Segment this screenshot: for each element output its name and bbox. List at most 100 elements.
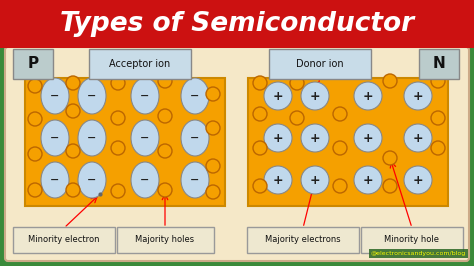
Circle shape xyxy=(354,124,382,152)
Circle shape xyxy=(264,82,292,110)
Text: +: + xyxy=(363,89,374,102)
Ellipse shape xyxy=(41,162,69,198)
FancyBboxPatch shape xyxy=(361,227,463,253)
Ellipse shape xyxy=(131,78,159,114)
Ellipse shape xyxy=(78,162,106,198)
Circle shape xyxy=(333,107,347,121)
FancyBboxPatch shape xyxy=(13,227,115,253)
Circle shape xyxy=(354,82,382,110)
Circle shape xyxy=(66,76,80,90)
Ellipse shape xyxy=(181,78,209,114)
Text: +: + xyxy=(413,173,423,186)
Text: −: − xyxy=(87,133,97,143)
Circle shape xyxy=(290,111,304,125)
Text: −: − xyxy=(191,175,200,185)
Text: +: + xyxy=(363,173,374,186)
Text: Minority electron: Minority electron xyxy=(28,235,100,244)
Text: Types of Semiconductor: Types of Semiconductor xyxy=(60,11,414,37)
Circle shape xyxy=(253,141,267,155)
Circle shape xyxy=(301,166,329,194)
Ellipse shape xyxy=(78,120,106,156)
Circle shape xyxy=(206,87,220,101)
Bar xyxy=(25,78,225,206)
Text: +: + xyxy=(413,131,423,144)
Text: +: + xyxy=(310,89,320,102)
Circle shape xyxy=(301,82,329,110)
Circle shape xyxy=(253,76,267,90)
Text: −: − xyxy=(140,175,150,185)
Circle shape xyxy=(206,185,220,199)
FancyBboxPatch shape xyxy=(247,227,359,253)
Circle shape xyxy=(111,76,125,90)
Circle shape xyxy=(404,124,432,152)
Ellipse shape xyxy=(181,120,209,156)
Text: N: N xyxy=(433,56,446,72)
Circle shape xyxy=(383,151,397,165)
Text: −: − xyxy=(140,133,150,143)
Circle shape xyxy=(66,183,80,197)
FancyBboxPatch shape xyxy=(5,47,469,261)
Bar xyxy=(0,0,474,48)
Circle shape xyxy=(333,179,347,193)
Text: −: − xyxy=(191,133,200,143)
FancyBboxPatch shape xyxy=(89,49,191,79)
Text: −: − xyxy=(140,91,150,101)
Circle shape xyxy=(158,74,172,88)
Text: Donor ion: Donor ion xyxy=(296,59,344,69)
Circle shape xyxy=(206,159,220,173)
Circle shape xyxy=(28,183,42,197)
Circle shape xyxy=(264,166,292,194)
Text: −: − xyxy=(50,133,60,143)
Ellipse shape xyxy=(41,78,69,114)
Text: @electronicsandyou.com/blog: @electronicsandyou.com/blog xyxy=(371,251,466,256)
Circle shape xyxy=(28,79,42,93)
Text: +: + xyxy=(273,173,283,186)
Circle shape xyxy=(111,141,125,155)
Circle shape xyxy=(290,76,304,90)
Circle shape xyxy=(354,166,382,194)
Text: −: − xyxy=(50,91,60,101)
Text: Acceptor ion: Acceptor ion xyxy=(109,59,171,69)
Text: −: − xyxy=(50,175,60,185)
Text: −: − xyxy=(87,91,97,101)
Circle shape xyxy=(28,147,42,161)
Text: −: − xyxy=(191,91,200,101)
Circle shape xyxy=(253,107,267,121)
Circle shape xyxy=(431,141,445,155)
Ellipse shape xyxy=(41,120,69,156)
Text: +: + xyxy=(310,173,320,186)
Circle shape xyxy=(111,184,125,198)
Circle shape xyxy=(111,111,125,125)
Circle shape xyxy=(28,112,42,126)
Circle shape xyxy=(253,179,267,193)
Ellipse shape xyxy=(78,78,106,114)
Circle shape xyxy=(158,109,172,123)
FancyBboxPatch shape xyxy=(13,49,53,79)
Circle shape xyxy=(66,104,80,118)
Text: P: P xyxy=(27,56,38,72)
Circle shape xyxy=(301,124,329,152)
Circle shape xyxy=(158,183,172,197)
Circle shape xyxy=(404,166,432,194)
Ellipse shape xyxy=(131,162,159,198)
Circle shape xyxy=(66,144,80,158)
Text: +: + xyxy=(310,131,320,144)
Text: Majority electrons: Majority electrons xyxy=(265,235,341,244)
FancyBboxPatch shape xyxy=(419,49,459,79)
FancyBboxPatch shape xyxy=(269,49,371,79)
Circle shape xyxy=(383,74,397,88)
Circle shape xyxy=(383,179,397,193)
Text: Minority hole: Minority hole xyxy=(384,235,439,244)
Text: +: + xyxy=(273,131,283,144)
Text: Majority holes: Majority holes xyxy=(136,235,194,244)
Text: +: + xyxy=(413,89,423,102)
Circle shape xyxy=(158,144,172,158)
Circle shape xyxy=(431,74,445,88)
Ellipse shape xyxy=(181,162,209,198)
Text: +: + xyxy=(273,89,283,102)
Circle shape xyxy=(431,111,445,125)
Text: +: + xyxy=(363,131,374,144)
Circle shape xyxy=(404,82,432,110)
Text: −: − xyxy=(87,175,97,185)
Circle shape xyxy=(264,124,292,152)
